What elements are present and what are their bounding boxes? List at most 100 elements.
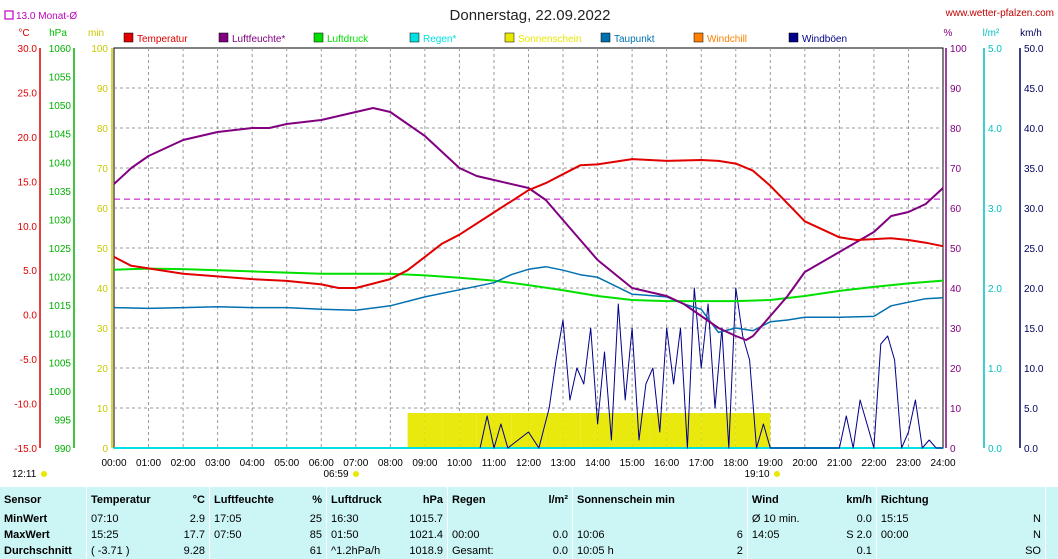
pressure-tick-label: 990 bbox=[54, 444, 71, 455]
wind-tick-label: 5.0 bbox=[1024, 404, 1038, 415]
x-tick-label: 01:00 bbox=[136, 458, 161, 469]
temp-tick-label: 5.0 bbox=[23, 266, 37, 277]
humidity-tick-label: 60 bbox=[950, 204, 962, 215]
temp-tick-label: -15.0 bbox=[14, 444, 37, 455]
pressure-unit: hPa bbox=[49, 28, 67, 39]
pressure-tick-label: 1055 bbox=[49, 73, 72, 84]
temp-value: 9.28 bbox=[183, 545, 205, 557]
direction-header: Richtung bbox=[875, 487, 1046, 511]
temp-tick-label: 20.0 bbox=[18, 133, 38, 144]
pressure-tick-label: 1000 bbox=[49, 387, 72, 398]
x-tick-label: 12:00 bbox=[516, 458, 541, 469]
sun-time: 10:06 bbox=[571, 527, 705, 543]
temp-header: Temperatur bbox=[86, 487, 161, 511]
sunset-time: 19:10 bbox=[744, 469, 769, 480]
stats-spacer bbox=[1044, 527, 1058, 543]
day-length: 12:11 bbox=[12, 469, 37, 480]
sunshine-bar bbox=[614, 413, 633, 448]
x-tick-label: 07:00 bbox=[343, 458, 368, 469]
humidity-tick-label: 0 bbox=[950, 444, 956, 455]
sunset-icon bbox=[774, 471, 780, 477]
grid bbox=[113, 47, 944, 449]
pressure-line bbox=[113, 267, 944, 303]
wind-tick-label: 20.0 bbox=[1024, 284, 1044, 295]
row-label: MaxWert bbox=[4, 529, 50, 541]
stats-row-avg: Durchschnitt ( -3.71 ) 9.28 61 ^1.2hPa/h… bbox=[0, 543, 1058, 559]
temp-tick-label: 0.0 bbox=[23, 311, 37, 322]
x-tick-label: 02:00 bbox=[171, 458, 196, 469]
sun-tick-label: 20 bbox=[97, 364, 109, 375]
x-tick-label: 13:00 bbox=[551, 458, 576, 469]
rain-time: Gesamt: bbox=[447, 543, 514, 559]
wind-tick-label: 15.0 bbox=[1024, 324, 1044, 335]
legend-label: Regen* bbox=[423, 34, 456, 45]
wind-time: 14:05 bbox=[746, 527, 816, 543]
legend-label: Temperatur bbox=[137, 34, 188, 45]
humidity-time: 17:05 bbox=[209, 511, 290, 527]
sun-tick-label: 10 bbox=[97, 404, 109, 415]
x-tick-label: 14:00 bbox=[585, 458, 610, 469]
sunshine-bar bbox=[563, 413, 581, 448]
pressure-tick-label: 1050 bbox=[49, 101, 72, 112]
rain-tick-label: 2.0 bbox=[988, 284, 1002, 295]
pressure-tick-label: 1045 bbox=[49, 130, 72, 141]
legend-swatch bbox=[313, 32, 324, 43]
pressure-time: 16:30 bbox=[326, 511, 395, 527]
sun-time: 10:05 h bbox=[571, 543, 705, 559]
sunshine-bar bbox=[649, 413, 667, 448]
humidity-tick-label: 100 bbox=[950, 44, 967, 55]
direction-value: SO bbox=[1025, 545, 1041, 557]
legend-label: Luftfeuchte* bbox=[232, 34, 285, 45]
x-tick-label: 20:00 bbox=[792, 458, 817, 469]
sun-tick-label: 90 bbox=[97, 84, 109, 95]
site-link[interactable]: www.wetter-pfalzen.com bbox=[945, 8, 1054, 19]
humidity-tick-label: 40 bbox=[950, 284, 962, 295]
pressure-tick-label: 1040 bbox=[49, 158, 72, 169]
rain-tick-label: 3.0 bbox=[988, 204, 1002, 215]
pressure-tick-label: 1015 bbox=[49, 301, 72, 312]
sunshine-bar bbox=[407, 413, 425, 448]
pressure-tick-label: 1060 bbox=[49, 44, 72, 55]
x-tick-label: 17:00 bbox=[689, 458, 714, 469]
wind-value: 0.0 bbox=[856, 513, 872, 525]
wind-value: S 2.0 bbox=[846, 529, 872, 541]
rain-time: 00:00 bbox=[447, 527, 514, 543]
pressure-tick-label: 1030 bbox=[49, 215, 72, 226]
stats-row-max: MaxWert 15:25 17.7 07:50 85 01:50 1021.4… bbox=[0, 527, 1058, 543]
x-tick-label: 08:00 bbox=[378, 458, 403, 469]
sunshine-bar bbox=[511, 413, 529, 448]
temp-unit-header: °C bbox=[192, 494, 205, 506]
pressure-tick-label: 995 bbox=[54, 415, 71, 426]
pressure-tick-label: 1005 bbox=[49, 358, 72, 369]
humidity-value: 25 bbox=[309, 513, 322, 525]
stats-row-min: MinWert 07:10 2.9 17:05 25 16:30 1015.7 … bbox=[0, 511, 1058, 527]
humidity-header: Luftfeuchte bbox=[209, 487, 290, 511]
x-tick-label: 24:00 bbox=[930, 458, 955, 469]
legend-label: Taupunkt bbox=[614, 34, 655, 45]
y-axes: 30.0 25.0 20.0 15.0 10.0 5.0 0.0 -5.0 -10.0 -15.0… bbox=[14, 44, 1044, 455]
temp-tick-label: 10.0 bbox=[18, 222, 38, 233]
x-tick-label: 23:00 bbox=[896, 458, 921, 469]
pressure-unit-header: hPa bbox=[422, 494, 443, 506]
x-axis: 00:00 01:00 02:00 03:00 04:00 05:00 06:00 07:00… bbox=[101, 458, 955, 469]
temp-tick-label: 25.0 bbox=[18, 88, 38, 99]
row-label: Durchschnitt bbox=[4, 545, 72, 557]
stats-spacer bbox=[1044, 511, 1058, 527]
sun-value: 6 bbox=[736, 529, 743, 541]
sunshine-bar bbox=[666, 413, 684, 448]
humidity-tick-label: 80 bbox=[950, 124, 962, 135]
row-label: MinWert bbox=[4, 513, 48, 525]
humidity-value: 85 bbox=[309, 529, 322, 541]
sunshine-bar bbox=[424, 413, 443, 448]
x-tick-label: 03:00 bbox=[205, 458, 230, 469]
sunshine-bar bbox=[597, 413, 615, 448]
humidity-tick-label: 90 bbox=[950, 84, 962, 95]
x-tick-label: 05:00 bbox=[274, 458, 299, 469]
legend-swatch bbox=[218, 32, 229, 43]
legend-label: Luftdruck bbox=[327, 34, 369, 45]
sun-tick-label: 100 bbox=[91, 44, 108, 55]
stats-table: Sensor Temperatur °C Luftfeuchte % Luftd… bbox=[0, 487, 1058, 559]
weather-chart: Donnerstag, 22.09.2022 www.wetter-pfalze… bbox=[4, 7, 1054, 480]
sun-icon bbox=[41, 471, 47, 477]
legend-label: Windchill bbox=[707, 34, 747, 45]
